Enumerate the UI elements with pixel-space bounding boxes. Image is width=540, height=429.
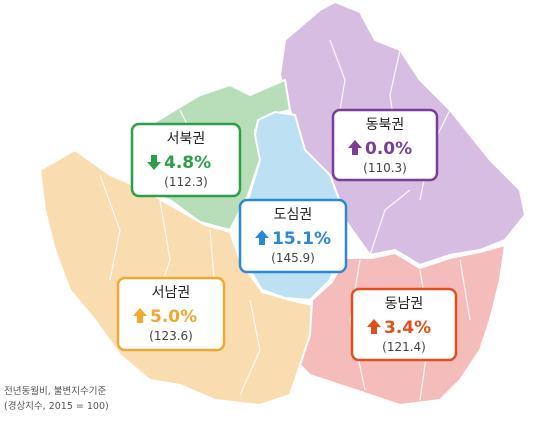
- region-name: 동남권: [385, 296, 424, 312]
- region-name: 도심권: [274, 207, 313, 223]
- index-value: (110.3): [363, 161, 407, 175]
- arrow-up: [348, 140, 362, 155]
- arrow-down: [147, 155, 161, 170]
- label-box: [130, 122, 242, 198]
- arrow-up: [255, 230, 269, 245]
- arrow-up: [133, 308, 147, 323]
- change-value: 5.0%: [150, 307, 197, 327]
- index-value: (123.6): [149, 329, 193, 343]
- region-labels: 서북권 4.8% (112.3) 동북권 0.0% (110.3) 도심권 15.1% (145…: [116, 108, 458, 362]
- label-box: [331, 108, 439, 182]
- change-value: 3.4%: [384, 318, 431, 338]
- footnote-line: 전년동월비, 불변지수기준: [4, 385, 106, 397]
- change-value: 15.1%: [272, 229, 331, 249]
- index-value: (145.9): [271, 251, 315, 265]
- arrow-up: [367, 319, 381, 334]
- change-value: 4.8%: [164, 153, 211, 173]
- label-box: [350, 287, 458, 362]
- region-name: 동북권: [366, 117, 405, 133]
- region-name: 서북권: [167, 131, 206, 147]
- footnote-line: (경상지수, 2015 = 100): [4, 400, 109, 412]
- label-box: [238, 198, 348, 274]
- region-name: 서남권: [152, 285, 191, 301]
- label-box: [116, 276, 226, 352]
- index-value: (112.3): [164, 175, 208, 189]
- change-value: 0.0%: [365, 139, 412, 159]
- index-value: (121.4): [382, 340, 426, 354]
